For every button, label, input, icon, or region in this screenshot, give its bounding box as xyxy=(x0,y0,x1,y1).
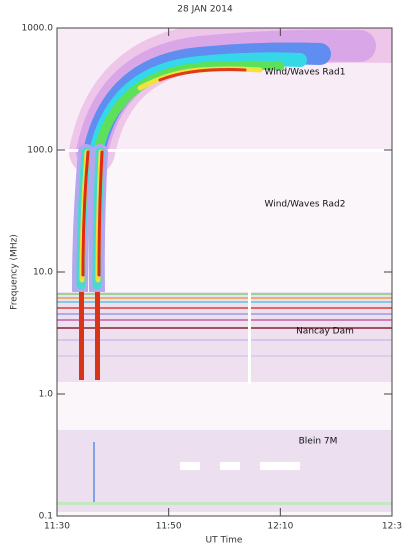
y-tick-label: 10.0 xyxy=(33,268,53,278)
y-tick-label: 0.1 xyxy=(39,512,53,522)
spectrogram-image xyxy=(57,28,392,516)
annotation: Blein 7M xyxy=(299,437,338,447)
chart-title: 28 JAN 2014 xyxy=(177,5,233,15)
annotation: Wind/Waves Rad2 xyxy=(265,200,346,210)
x-tick-label: 11:30 xyxy=(44,522,70,532)
y-tick-label: 1000.0 xyxy=(22,24,54,34)
x-tick-label: 12:3 xyxy=(382,522,402,532)
annotation: Wind/Waves Rad1 xyxy=(265,68,346,78)
x-tick-label: 11:50 xyxy=(156,522,182,532)
y-tick-label: 100.0 xyxy=(27,146,53,156)
x-tick-label: 12:10 xyxy=(267,522,293,532)
y-tick-label: 1.0 xyxy=(39,390,54,400)
x-axis-label: UT Time xyxy=(206,536,243,546)
y-axis-label: Frequency (MHz) xyxy=(10,234,20,310)
annotation: Nancay Dam xyxy=(296,327,354,337)
